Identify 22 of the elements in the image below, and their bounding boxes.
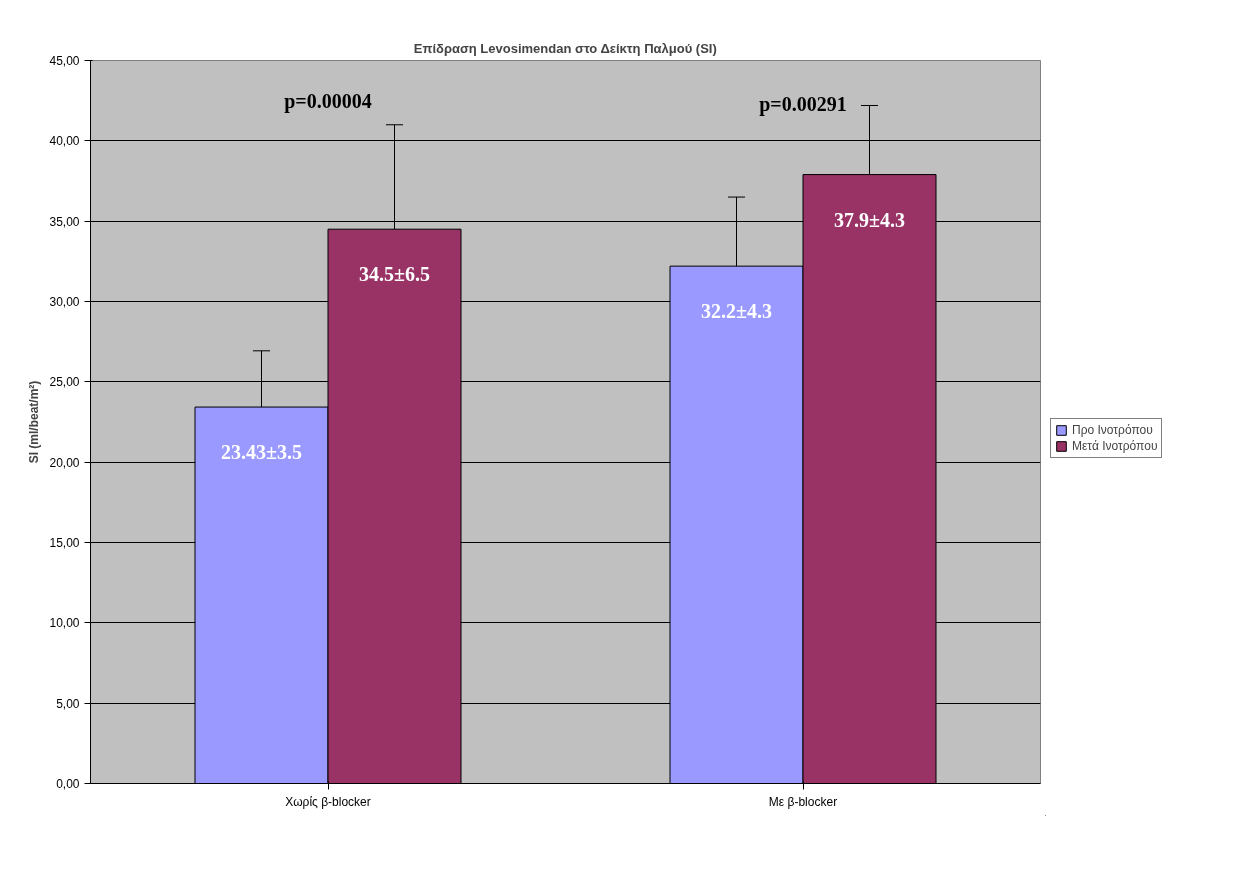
y-tick-label: 5,00 [56, 696, 80, 711]
x-tick-label: Χωρίς β-blocker [285, 794, 371, 809]
y-tick-label: 15,00 [49, 536, 80, 550]
annotation: p=0.00291 [759, 92, 847, 116]
chart-title: Επίδραση Levosimendan στο Δείκτη Παλμού (SI) [413, 40, 717, 56]
data-label: 23.43±3.5 [221, 441, 302, 464]
data-label: 34.5±6.5 [359, 263, 430, 286]
y-tick-label: 45,00 [49, 54, 80, 68]
y-tick-label: 40,00 [49, 134, 80, 149]
data-label: 32.2±4.3 [701, 300, 772, 323]
legend-label: Μετά Ινοτρόπου [1072, 438, 1158, 453]
y-tick-label: 20,00 [49, 455, 80, 470]
annotation: p=0.00004 [284, 89, 372, 113]
data-label: 37.9±4.3 [834, 208, 905, 231]
y-tick-label: 30,00 [49, 295, 80, 309]
y-axis-title: SI (ml/beat/m²) [27, 380, 42, 464]
x-tick-label: Με β-blocker [768, 794, 838, 809]
y-tick-label: 35,00 [49, 214, 80, 229]
y-tick-label: 0,00 [56, 777, 80, 791]
y-tick-label: 25,00 [49, 375, 80, 390]
y-tick-label: 10,00 [49, 616, 80, 631]
legend-label: Προ Ινοτρόπου [1072, 422, 1153, 437]
